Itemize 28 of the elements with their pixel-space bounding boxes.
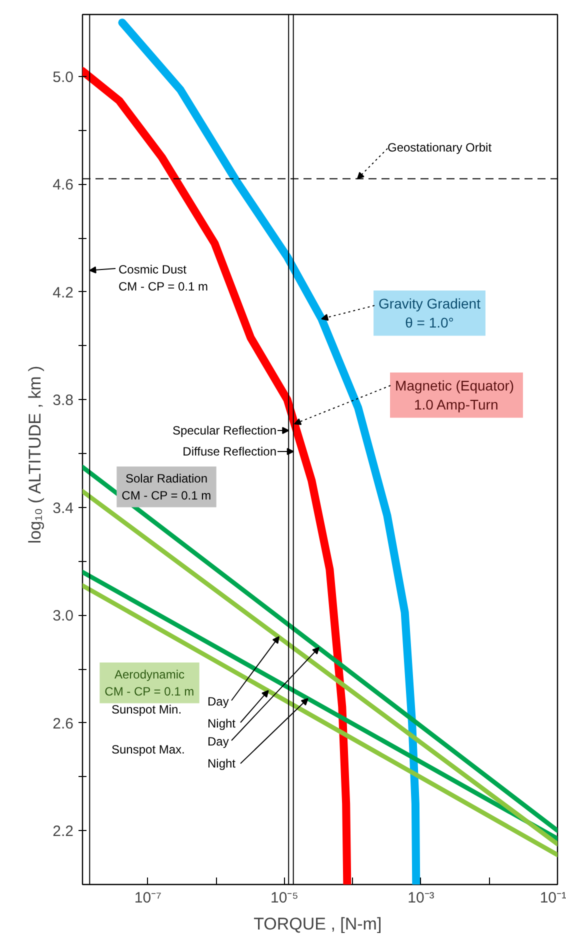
- x-tick-label: 10⁻³: [408, 890, 434, 906]
- ref-line-label: Specular Reflection: [172, 424, 277, 438]
- y-tick-label: 3.4: [52, 500, 74, 517]
- annotation: Night: [208, 756, 236, 770]
- y-tick-label: 4.2: [52, 284, 74, 302]
- y-tick-label: 2.2: [52, 823, 74, 840]
- y-tick-label: 2.6: [52, 715, 74, 732]
- x-tick-label: 10⁻⁵: [270, 890, 298, 906]
- x-axis-title: TORQUE , [N-m]: [254, 914, 382, 934]
- annotation: Cosmic Dust CM - CP = 0.1 m: [118, 262, 208, 294]
- y-tick-label: 4.6: [52, 176, 74, 194]
- annotation: Sunspot Max.: [112, 742, 185, 756]
- annotation: Aerodynamic CM - CP = 0.1 m: [104, 668, 194, 698]
- annotation: Sunspot Min.: [112, 702, 182, 716]
- x-tick-label: 10⁻¹: [540, 890, 566, 906]
- annotation: Day: [208, 694, 229, 708]
- y-axis-title: log₁₀ ( ALTITUDE , km ): [26, 366, 45, 544]
- annotation: Magnetic (Equator) 1.0 Amp-Turn: [395, 378, 514, 413]
- x-tick-label: 10⁻⁷: [134, 890, 162, 906]
- y-tick-label: 5.0: [52, 68, 74, 86]
- ref-line-label: Diffuse Reflection: [182, 444, 276, 458]
- annotation: Night: [208, 716, 236, 730]
- y-tick-label: 3.0: [52, 608, 74, 625]
- annotation: Solar Radiation CM - CP = 0.1 m: [122, 472, 212, 502]
- annotation: Gravity Gradient θ = 1.0°: [378, 296, 481, 331]
- y-tick-label: 3.8: [52, 392, 74, 410]
- annotation: Day: [208, 734, 229, 748]
- ref-line-label: Geostationary Orbit: [388, 140, 492, 154]
